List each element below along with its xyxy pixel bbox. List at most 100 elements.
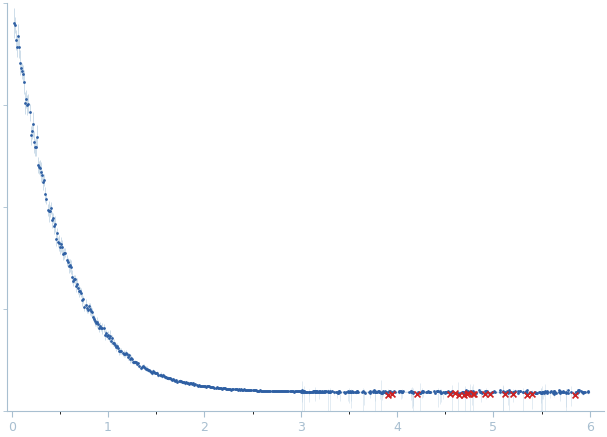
Point [30,144,39,151]
Point [551,389,560,396]
Point [310,388,320,395]
Point [269,387,279,394]
Point [95,325,104,332]
Point [574,387,583,394]
Point [183,379,193,386]
Point [571,389,580,396]
Point [549,390,558,397]
Point [454,391,464,398]
Point [500,388,510,395]
Point [58,244,67,251]
Point [316,388,326,395]
Point [115,347,125,354]
Point [287,388,296,395]
Point [353,388,362,395]
Point [157,373,166,380]
Point [359,389,368,396]
Point [262,387,271,394]
Point [121,350,131,357]
Point [313,388,323,395]
Point [297,388,307,395]
Point [87,309,97,316]
Point [16,64,26,71]
Point [21,100,30,107]
Point [381,388,390,395]
Point [458,388,467,395]
Point [33,161,43,168]
Point [430,389,440,396]
Point [444,388,454,395]
Point [573,388,583,395]
Point [254,387,263,394]
Point [498,388,507,395]
Point [557,388,566,395]
Point [266,388,276,395]
Point [480,390,490,397]
Point [291,388,300,395]
Point [319,388,328,395]
Point [18,71,28,78]
Point [538,388,548,395]
Point [53,238,63,245]
Point [371,388,381,395]
Point [513,390,523,397]
Point [527,389,537,396]
Point [168,376,177,383]
Point [468,389,478,396]
Point [549,388,559,395]
Point [38,172,47,179]
Point [467,389,476,396]
Point [304,388,313,395]
Point [531,390,541,397]
Point [577,388,586,395]
Point [378,388,388,395]
Point [303,388,313,395]
Point [159,373,169,380]
Point [385,388,395,395]
Point [446,388,456,395]
Point [540,389,549,396]
Point [208,384,217,391]
Point [504,388,514,395]
Point [418,388,427,395]
Point [297,387,307,394]
Point [25,132,35,139]
Point [11,36,21,43]
Point [115,348,124,355]
Point [111,344,121,351]
Point [256,387,266,394]
Point [146,369,156,376]
Point [432,388,441,395]
Point [164,375,174,382]
Point [306,388,316,395]
Point [532,389,542,396]
Point [92,319,102,326]
Point [441,389,451,396]
Point [218,385,228,392]
Point [375,387,384,394]
Point [282,388,291,395]
Point [158,371,168,378]
Point [299,388,309,395]
Point [165,375,175,382]
Point [45,207,55,214]
Point [571,388,581,395]
Point [14,43,24,50]
Point [61,249,70,256]
Point [555,386,565,393]
Point [449,388,458,395]
Point [249,387,259,394]
Point [151,369,160,376]
Point [126,355,136,362]
Point [252,387,262,394]
Point [295,388,305,395]
Point [129,359,139,366]
Point [152,370,161,377]
Point [31,143,41,150]
Point [521,388,531,395]
Point [109,339,119,346]
Point [548,389,558,396]
Point [369,387,379,394]
Point [543,389,552,396]
Point [424,388,433,395]
